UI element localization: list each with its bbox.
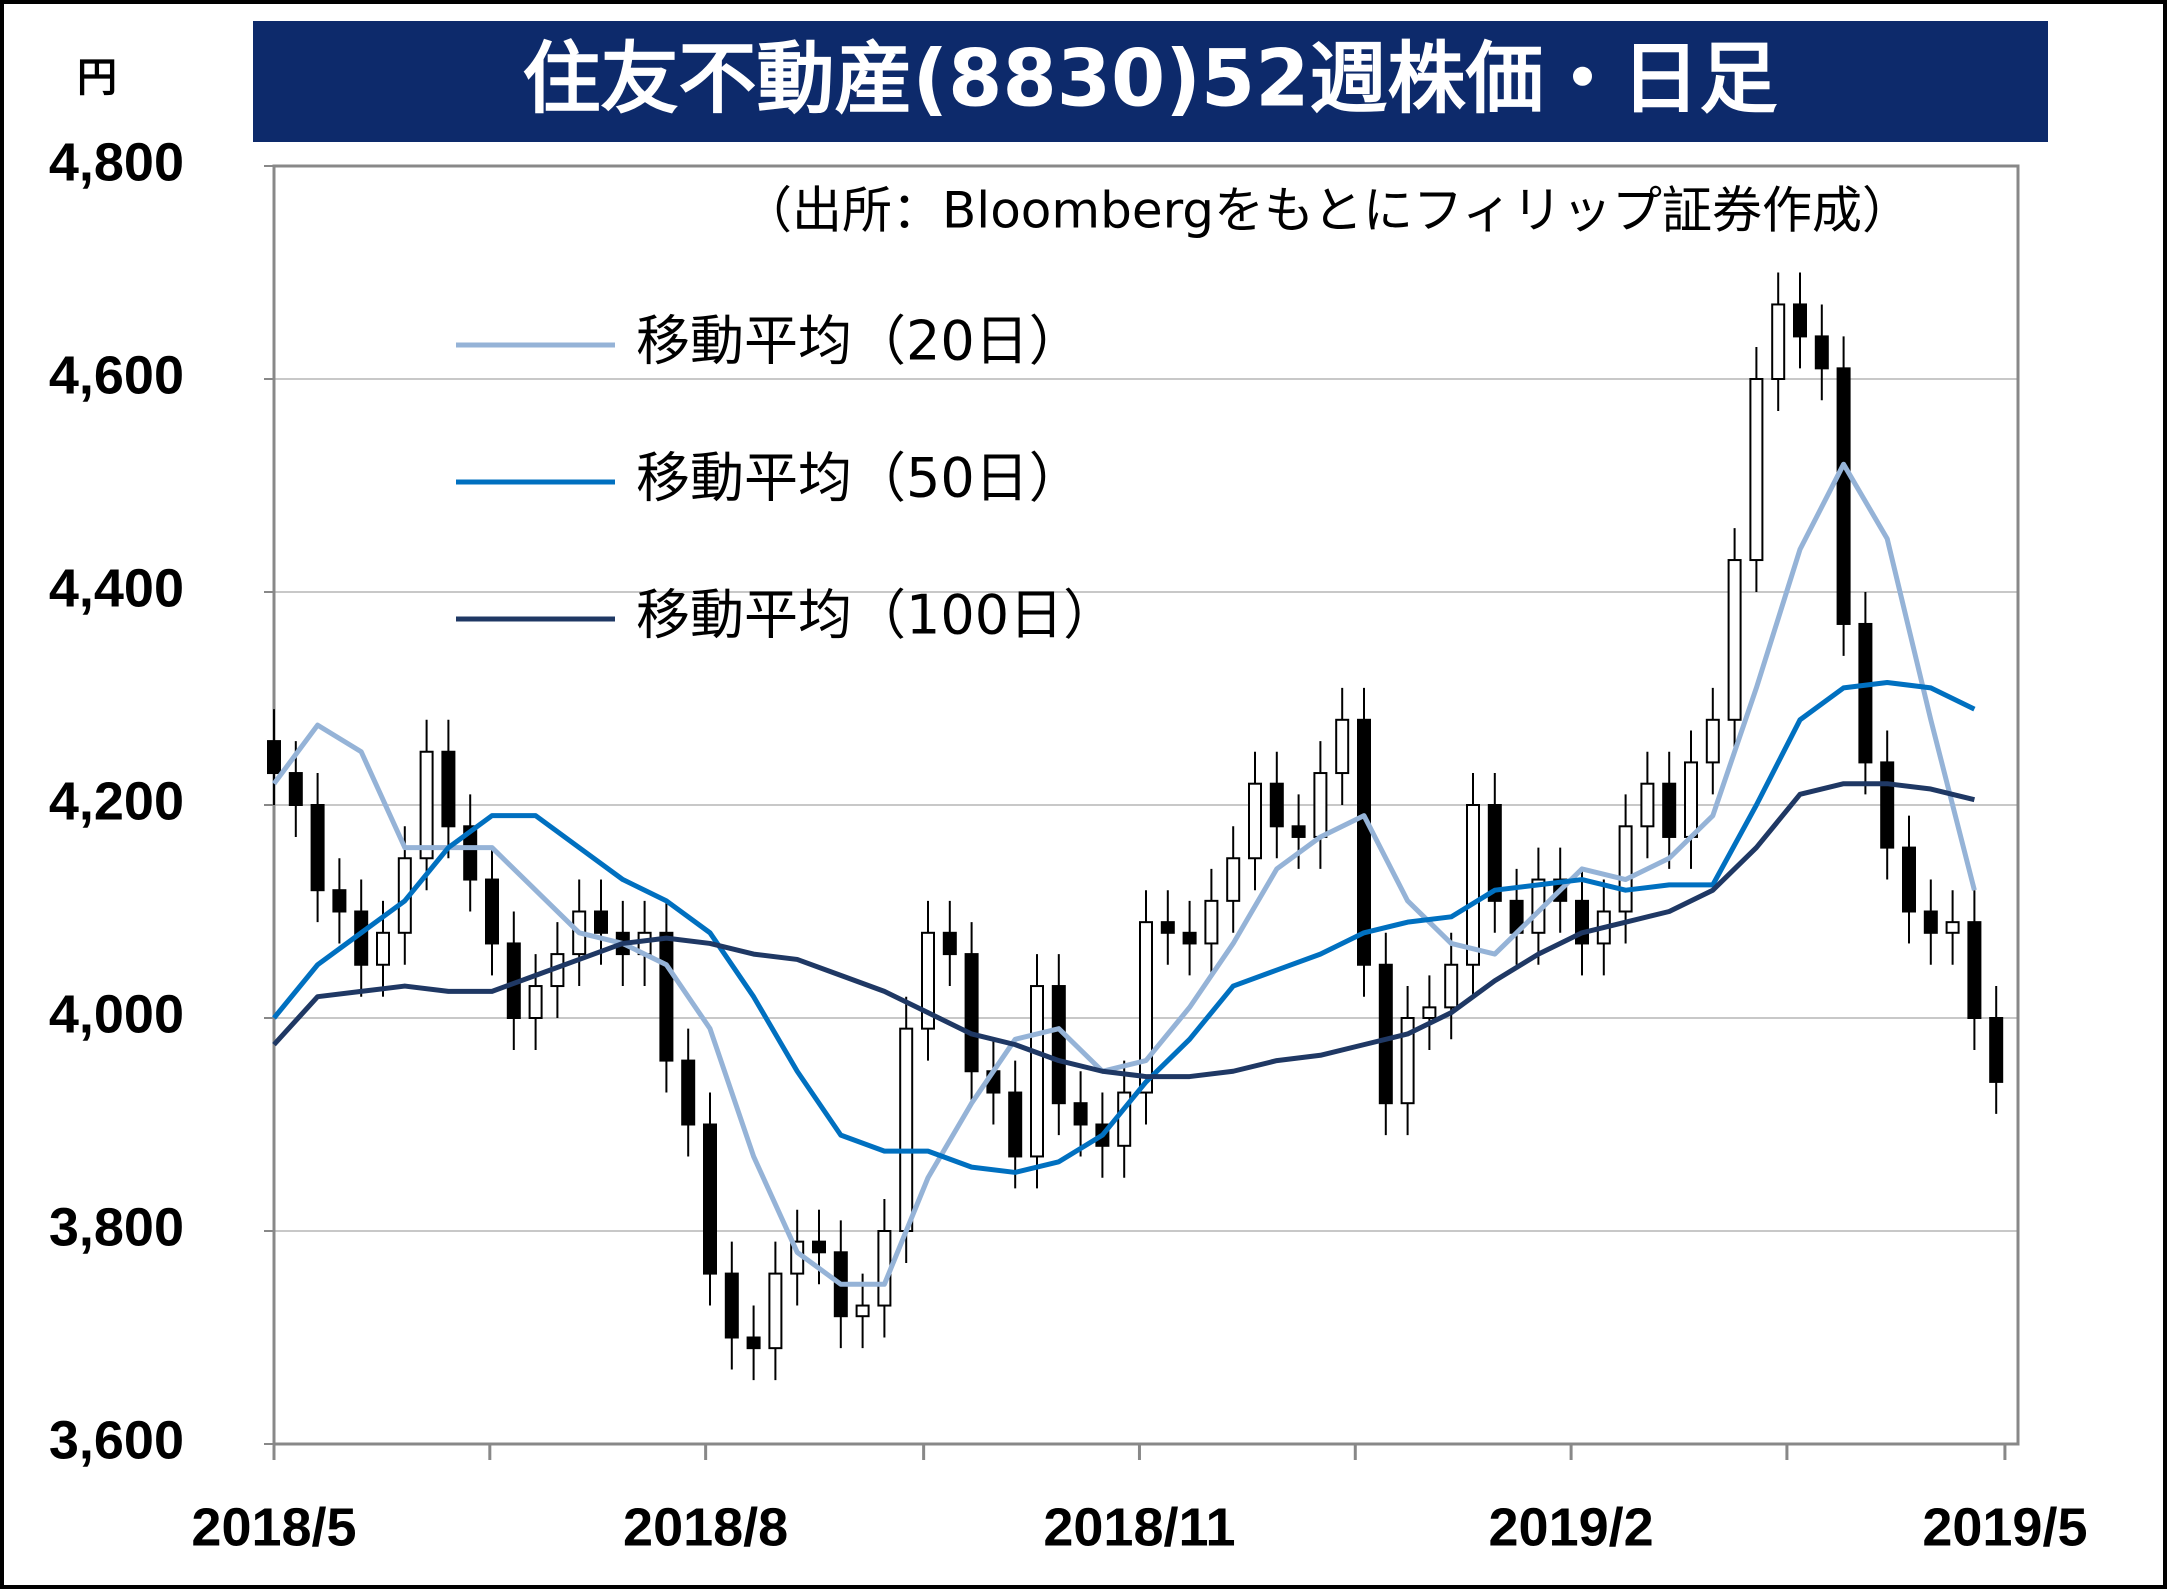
candle-body <box>1008 1091 1023 1158</box>
candle-body <box>1269 782 1284 828</box>
candle-body <box>964 953 979 1073</box>
chart-title: 住友不動産(8830)52週株価・日足 <box>523 34 1778 124</box>
candle-body <box>1313 772 1328 838</box>
candle-body <box>1444 963 1459 1009</box>
candle-body <box>1357 718 1371 966</box>
candle-body <box>1705 718 1720 764</box>
candle-body <box>768 1272 783 1350</box>
candle-body <box>1291 825 1306 838</box>
source-note: （出所：Bloombergをもとにフィリップ証券作成） <box>742 182 1912 240</box>
candle-body <box>1139 921 1153 1094</box>
candle-body <box>1727 559 1742 721</box>
title-box <box>253 21 2048 142</box>
candle-body <box>463 825 478 881</box>
candle-body <box>899 1027 914 1233</box>
candle-body <box>1923 910 1938 934</box>
legend-label: 移動平均（50日） <box>636 447 1083 510</box>
candle-body <box>419 750 434 860</box>
x-tick-label: 2019/5 <box>1922 1497 2087 1557</box>
y-tick-label: 4,200 <box>49 771 184 831</box>
y-tick-label: 4,600 <box>49 345 184 405</box>
x-tick-label: 2018/8 <box>623 1497 788 1557</box>
candle-body <box>1400 1017 1415 1105</box>
y-tick-label: 4,800 <box>49 132 184 192</box>
candle-body <box>1793 303 1807 338</box>
candle-body <box>1684 761 1698 838</box>
y-tick-label: 4,000 <box>49 984 184 1044</box>
candle-body <box>1073 1102 1088 1126</box>
candle-body <box>855 1304 870 1318</box>
candle-body <box>942 931 957 956</box>
ma-line <box>272 680 1976 1175</box>
candle-body <box>310 804 325 892</box>
candle-body <box>1335 718 1350 775</box>
candle-body <box>1204 899 1219 945</box>
candle-body <box>594 910 608 934</box>
candle-body <box>441 750 456 828</box>
candle-body <box>746 1336 761 1350</box>
candle-body <box>1836 367 1851 625</box>
candle-body <box>1902 846 1916 913</box>
candle-body <box>659 931 674 1062</box>
legend-label: 移動平均（100日） <box>636 584 1117 647</box>
candle-body <box>528 985 543 1019</box>
ma-line <box>272 781 1975 1080</box>
candle-body <box>1378 963 1393 1105</box>
candle-body <box>1880 761 1895 849</box>
y-tick-label: 4,400 <box>49 558 184 618</box>
candle-body <box>332 889 347 913</box>
candle-body <box>485 878 499 945</box>
candle-body <box>1618 825 1633 913</box>
candle-body <box>681 1059 696 1126</box>
y-tick-label: 3,600 <box>49 1410 184 1470</box>
x-tick-label: 2019/2 <box>1489 1497 1654 1557</box>
candle-body <box>1030 985 1044 1158</box>
candle-body <box>1182 931 1197 945</box>
candle-body <box>1248 782 1262 860</box>
y-tick-label: 3,800 <box>49 1197 184 1257</box>
candle-body <box>1422 1006 1437 1019</box>
candle-body <box>1466 804 1480 966</box>
candle-body <box>921 931 935 1030</box>
candle-body <box>1160 921 1175 934</box>
candle-body <box>1858 622 1873 764</box>
legend-label: 移動平均（20日） <box>636 310 1083 373</box>
candle-body <box>1945 921 1960 934</box>
ma-line <box>271 461 1977 1287</box>
candle-body <box>1771 303 1786 381</box>
candle-body <box>1814 335 1829 370</box>
candle-body <box>288 772 303 806</box>
candle-body <box>1749 378 1764 562</box>
candle-body <box>1051 985 1066 1105</box>
x-tick-label: 2018/11 <box>1043 1497 1235 1557</box>
candle-body <box>267 740 281 775</box>
candle-body <box>724 1272 739 1339</box>
candle-body <box>376 931 390 966</box>
candle-body <box>703 1123 717 1275</box>
candle-body <box>1989 1017 2004 1083</box>
x-tick-label: 2018/5 <box>191 1497 356 1557</box>
y-axis-unit: 円 <box>77 55 117 101</box>
candle-body <box>812 1240 826 1254</box>
candle-body <box>1487 804 1502 902</box>
candle-body <box>1640 782 1655 828</box>
candle-body <box>1967 921 1982 1020</box>
candle-body <box>1662 782 1677 838</box>
candle-body <box>1226 857 1241 902</box>
